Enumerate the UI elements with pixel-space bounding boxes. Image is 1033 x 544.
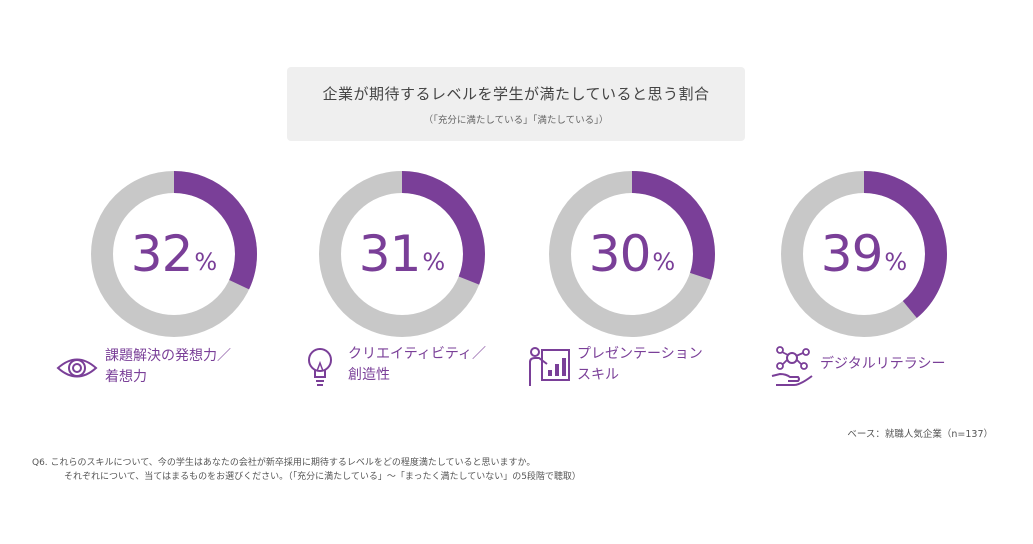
skill-label-1-line2: 着想力 [105,369,147,385]
question-note-line2: それぞれについて、当てはまるものをお選びください。（「充分に満たしている」〜「ま… [64,472,581,482]
percent-sign-4: % [884,248,908,276]
skill-label-3-line2: スキル [577,367,619,383]
presentation-icon [529,347,570,386]
donut-arc-3 [549,171,715,337]
value-label-2: 31 [358,225,422,283]
percent-sign-2: % [422,248,446,276]
value-label-4: 39 [820,225,884,283]
donut-chart-3: 30% [548,170,716,338]
chart-subtitle: （「充分に満たしている」「満たしている」） [423,115,609,126]
question-note: Q6. これらのスキルについて、今の学生はあなたの会社が新卒採用に期待するレベル… [32,456,581,484]
value-label-1: 32 [130,225,194,283]
percent-sign-3: % [652,248,676,276]
chart-title: 企業が期待するレベルを学生が満たしていると思う割合 [322,85,710,103]
skill-label-2: クリエイティビティ／ 創造性 [298,344,486,388]
donut-arc-2 [319,171,485,337]
donut-chart-1: 32% [90,170,258,338]
skill-label-3-line1: プレゼンテーション [577,346,703,362]
donut-chart-4: 39% [780,170,948,338]
skill-label-1-line1: 課題解決の発想力／ [105,348,231,364]
donut-arc-1 [91,171,257,337]
percent-sign-1: % [194,248,218,276]
value-label-3: 30 [588,225,652,283]
title-box: 企業が期待するレベルを学生が満たしていると思う割合 （「充分に満たしている」「満… [287,67,745,141]
lightbulb-icon [308,348,332,386]
skill-label-2-line2: 創造性 [348,367,390,383]
skill-label-4: デジタルリテラシー [770,344,945,388]
base-note: ベース：就職人気企業（n=137） [847,429,993,440]
skill-label-3: プレゼンテーション スキル [527,344,703,388]
donut-arc-4 [781,171,947,337]
skill-label-4-line1: デジタルリテラシー [820,356,946,372]
eye-icon [56,358,98,378]
network-hand-icon [771,346,813,386]
question-note-line1: Q6. これらのスキルについて、今の学生はあなたの会社が新卒採用に期待するレベル… [32,458,536,468]
donut-chart-2: 31% [318,170,486,338]
skill-label-2-line1: クリエイティビティ／ [348,346,487,362]
skill-label-1: 課題解決の発想力／ 着想力 [55,346,231,390]
